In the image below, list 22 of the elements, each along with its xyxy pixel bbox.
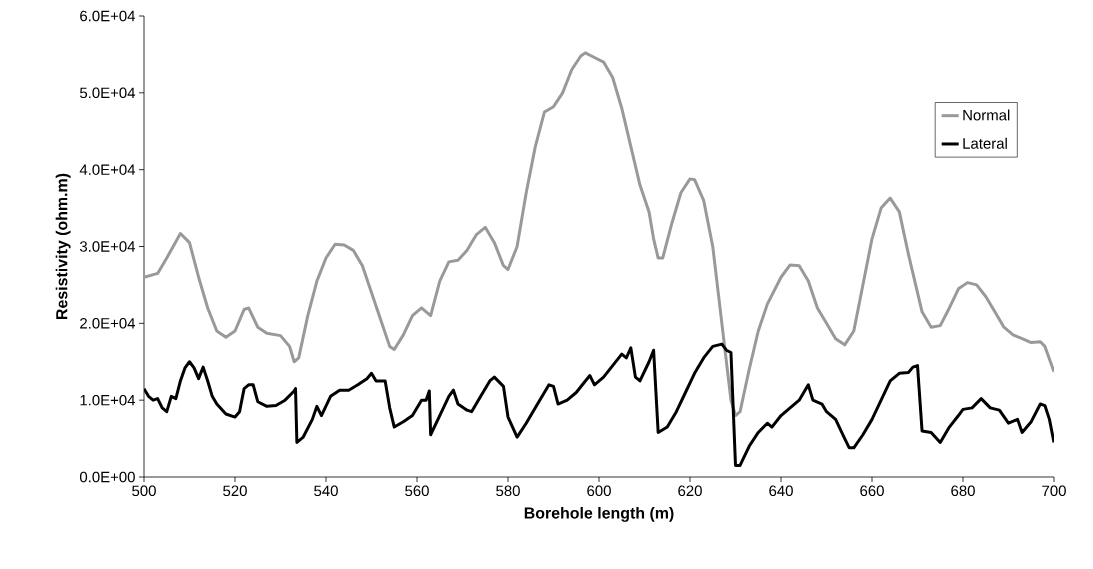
x-tick-label: 660 <box>860 485 884 497</box>
x-tick-label: 560 <box>405 485 429 497</box>
y-tick-label: 6.0E+04 <box>80 10 136 22</box>
x-tick-label: 620 <box>678 485 702 497</box>
y-axis-title: Resistivity (ohm.m) <box>55 173 71 319</box>
x-tick-label: 580 <box>496 485 520 497</box>
x-tick-label: 520 <box>223 485 247 497</box>
x-tick-label: 700 <box>1042 485 1066 497</box>
legend-label: Normal <box>963 109 1010 121</box>
x-axis-title: Borehole length (m) <box>524 506 674 522</box>
x-tick-label: 640 <box>769 485 793 497</box>
y-tick-label: 2.0E+04 <box>80 318 136 329</box>
legend-label: Lateral <box>963 137 1007 149</box>
x-tick-label: 500 <box>132 485 156 497</box>
x-tick-label: 680 <box>951 485 975 497</box>
y-tick-label: 4.0E+04 <box>79 164 136 175</box>
y-tick-label: 1.0E+04 <box>80 394 136 406</box>
y-tick-label: 3.0E+04 <box>79 241 136 252</box>
x-tick-label: 540 <box>314 485 338 497</box>
x-tick-label: 600 <box>587 485 611 497</box>
y-tick-label: 5.0E+04 <box>79 87 136 99</box>
y-tick-label: 0.0E+00 <box>79 471 135 483</box>
